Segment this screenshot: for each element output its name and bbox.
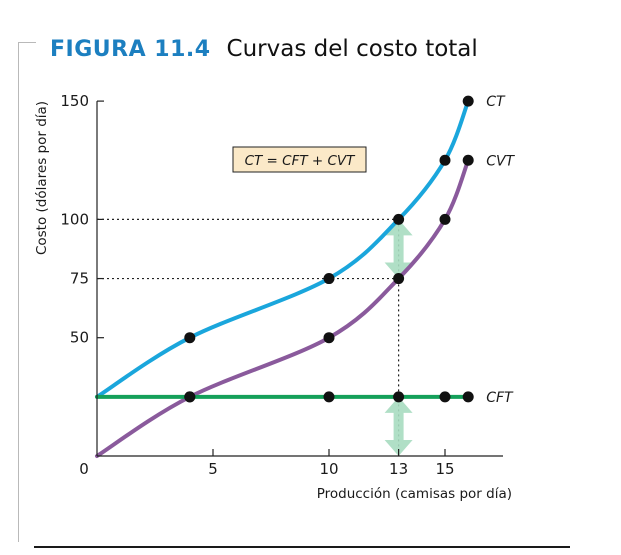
figure-bottom-rule xyxy=(34,546,570,548)
figure-title: Curvas del costo total xyxy=(226,36,478,62)
x-axis-title: Producción (camisas por día) xyxy=(317,486,512,502)
series-label-cvt: CVT xyxy=(486,153,515,169)
data-point-cft-16 xyxy=(462,391,474,403)
data-point-cvt-13 xyxy=(393,273,405,285)
gap-arrow-shape xyxy=(384,396,413,456)
x-tick-label-5: 5 xyxy=(208,460,218,478)
y-tick-label-100: 100 xyxy=(60,210,89,228)
data-point-cft-10 xyxy=(323,391,335,403)
data-point-cft-15 xyxy=(439,391,451,403)
origin-label: 0 xyxy=(79,460,89,478)
data-point-ct-13 xyxy=(393,213,405,225)
data-point-cvt-15 xyxy=(439,213,451,225)
data-point-cvt-16 xyxy=(462,154,474,166)
x-tick-label-15: 15 xyxy=(435,460,454,478)
x-tick-label-10: 10 xyxy=(319,460,338,478)
formula-box xyxy=(232,146,367,173)
data-point-ct-15 xyxy=(439,154,451,166)
y-tick-label-150: 150 xyxy=(60,92,89,110)
figure-header: FIGURA 11.4 Curvas del costo total xyxy=(50,36,478,62)
series-label-ct: CT xyxy=(486,94,506,110)
data-point-cvt-10 xyxy=(323,332,335,344)
series-line-ct xyxy=(95,99,471,399)
y-tick-label-75: 75 xyxy=(70,270,89,288)
figure-label: FIGURA 11.4 xyxy=(50,37,211,62)
formula-text: CT = CFT + CVT xyxy=(245,153,357,169)
data-point-ct-16 xyxy=(462,95,474,107)
data-point-cft-13 xyxy=(393,391,405,403)
x-tick-label-13: 13 xyxy=(389,460,408,478)
gap-arrow-shape xyxy=(384,219,413,279)
y-axis-title: Costo (dólares por día) xyxy=(34,101,50,255)
figure-frame-top-rule xyxy=(18,42,36,43)
data-point-cft-4 xyxy=(184,391,196,403)
figure-frame-left-rule xyxy=(18,42,19,542)
series-label-cft: CFT xyxy=(486,390,514,406)
data-point-ct-4 xyxy=(184,332,196,344)
y-tick-label-50: 50 xyxy=(70,329,89,347)
data-point-ct-10 xyxy=(323,273,335,285)
gap-arrow-2 xyxy=(384,396,413,456)
gap-arrow-1 xyxy=(384,219,413,279)
